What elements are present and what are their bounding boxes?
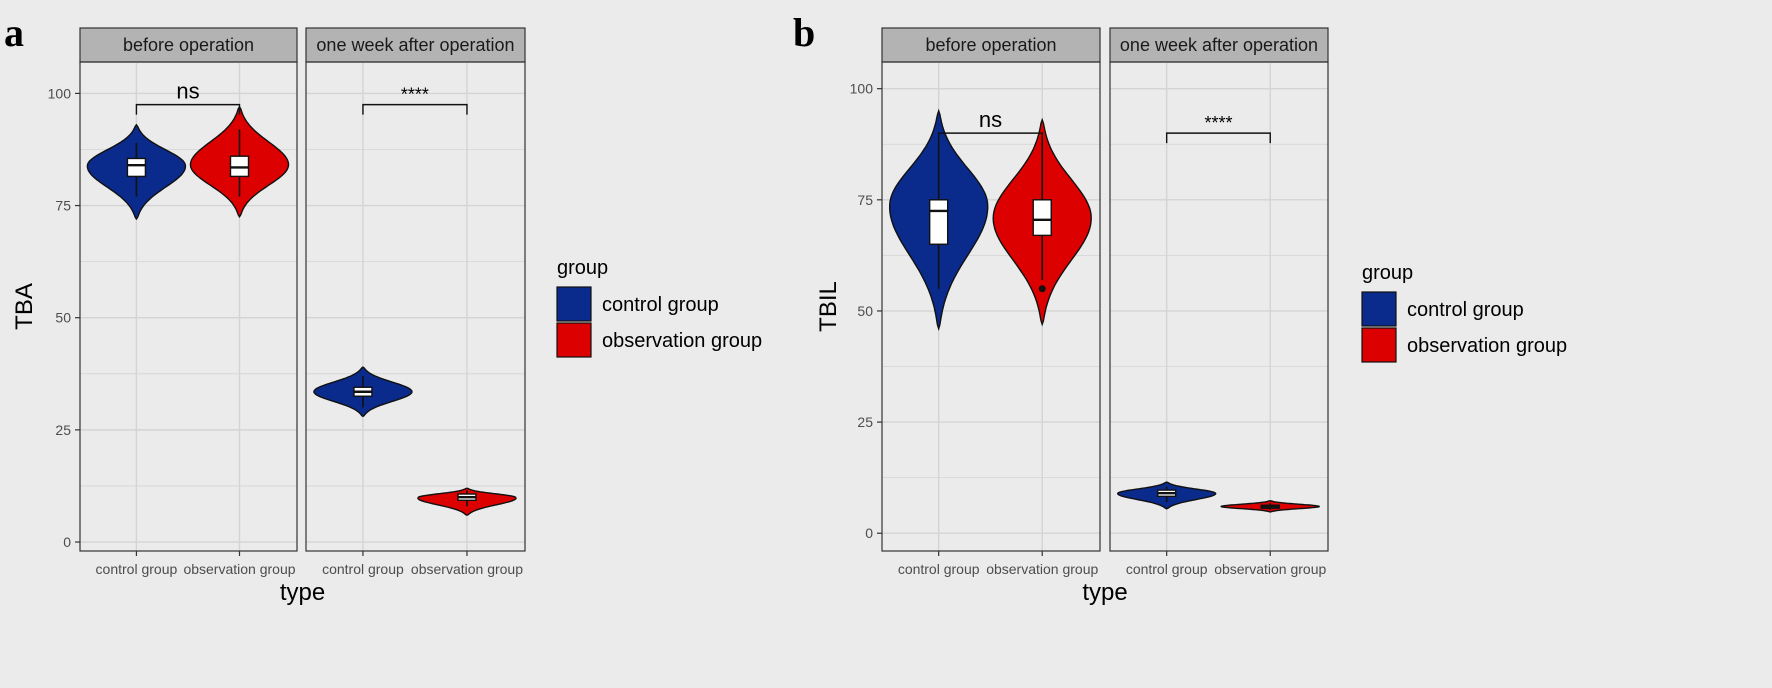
legend-key-observation: [556, 322, 592, 358]
legend-key-control: [1361, 291, 1397, 327]
legend-label: observation group: [1407, 335, 1567, 357]
box: [126, 157, 147, 178]
chart-b: b TBIL 0 25 50 75 100 before operation ns control…: [793, 10, 1567, 606]
facet-2: one week after operation **** control grou…: [1109, 27, 1329, 577]
y-tick-label: 50: [55, 310, 71, 326]
facet-strip: [305, 27, 526, 63]
y-tick-label: 25: [55, 422, 71, 438]
y-tick-label: 100: [48, 85, 72, 101]
significance-label: ns: [979, 107, 1002, 132]
x-tick-label: observation group: [183, 561, 295, 577]
x-tick-label: control group: [322, 561, 404, 577]
facet-strip: [79, 27, 298, 63]
x-tick-label: observation group: [986, 561, 1098, 577]
legend-title: group: [557, 257, 608, 279]
box: [1032, 199, 1052, 237]
legend-key-control: [556, 286, 592, 322]
legend-label: observation group: [602, 330, 762, 352]
facet-1: before operation ns control group observati…: [881, 27, 1101, 577]
y-tick-label: 100: [850, 81, 874, 97]
panel-letter: a: [4, 10, 24, 55]
panel-letter: b: [793, 10, 815, 55]
x-tick-label: control group: [1126, 561, 1208, 577]
facet-title: one week after operation: [1120, 35, 1318, 55]
significance-label: ns: [176, 79, 199, 104]
box: [928, 199, 949, 245]
panel-border: [881, 61, 1101, 552]
panel-background: [1110, 62, 1328, 551]
panel-border: [79, 61, 298, 552]
y-tick-label: 0: [865, 525, 873, 541]
panel-background: [882, 62, 1100, 551]
y-tick-label: 75: [857, 192, 873, 208]
facet-1: before operation ns control group observati…: [79, 27, 298, 577]
legend: group control group observation group: [1361, 262, 1567, 363]
facet-title: before operation: [925, 35, 1056, 55]
y-axis-title: TBA: [11, 283, 38, 330]
facet-strip: [881, 27, 1101, 63]
x-tick-label: observation group: [1214, 561, 1326, 577]
y-tick-label: 0: [63, 534, 71, 550]
x-tick-label: observation group: [411, 561, 523, 577]
x-axis-title: type: [1082, 579, 1127, 606]
significance-bracket: [1165, 132, 1271, 144]
significance-label: ****: [401, 85, 429, 105]
significance-label: ****: [1204, 113, 1232, 133]
panel-border: [1109, 61, 1329, 552]
significance-bracket: [937, 132, 1043, 144]
significance-bracket: [135, 103, 241, 115]
y-tick-label: 75: [55, 198, 71, 214]
legend-key-observation: [1361, 327, 1397, 363]
facet-2: one week after operation **** control grou…: [305, 27, 526, 577]
facet-title: before operation: [123, 35, 254, 55]
panel-background: [80, 62, 297, 551]
x-tick-label: control group: [96, 561, 178, 577]
y-tick-label: 25: [857, 414, 873, 430]
significance-bracket: [362, 103, 468, 115]
outlier-point: [1038, 285, 1046, 293]
legend: group control group observation group: [556, 257, 762, 358]
y-axis-title: TBIL: [815, 281, 842, 332]
legend-label: control group: [602, 294, 719, 316]
panel-border: [305, 61, 526, 552]
chart-a: a TBA 0 25 50 75 100 before operation ns control …: [4, 10, 762, 606]
panel-background: [306, 62, 525, 551]
x-axis-title: type: [280, 579, 325, 606]
legend-title: group: [1362, 262, 1413, 284]
legend-label: control group: [1407, 299, 1524, 321]
facet-strip: [1109, 27, 1329, 63]
facet-title: one week after operation: [316, 35, 514, 55]
y-tick-label: 50: [857, 303, 873, 319]
x-tick-label: control group: [898, 561, 980, 577]
